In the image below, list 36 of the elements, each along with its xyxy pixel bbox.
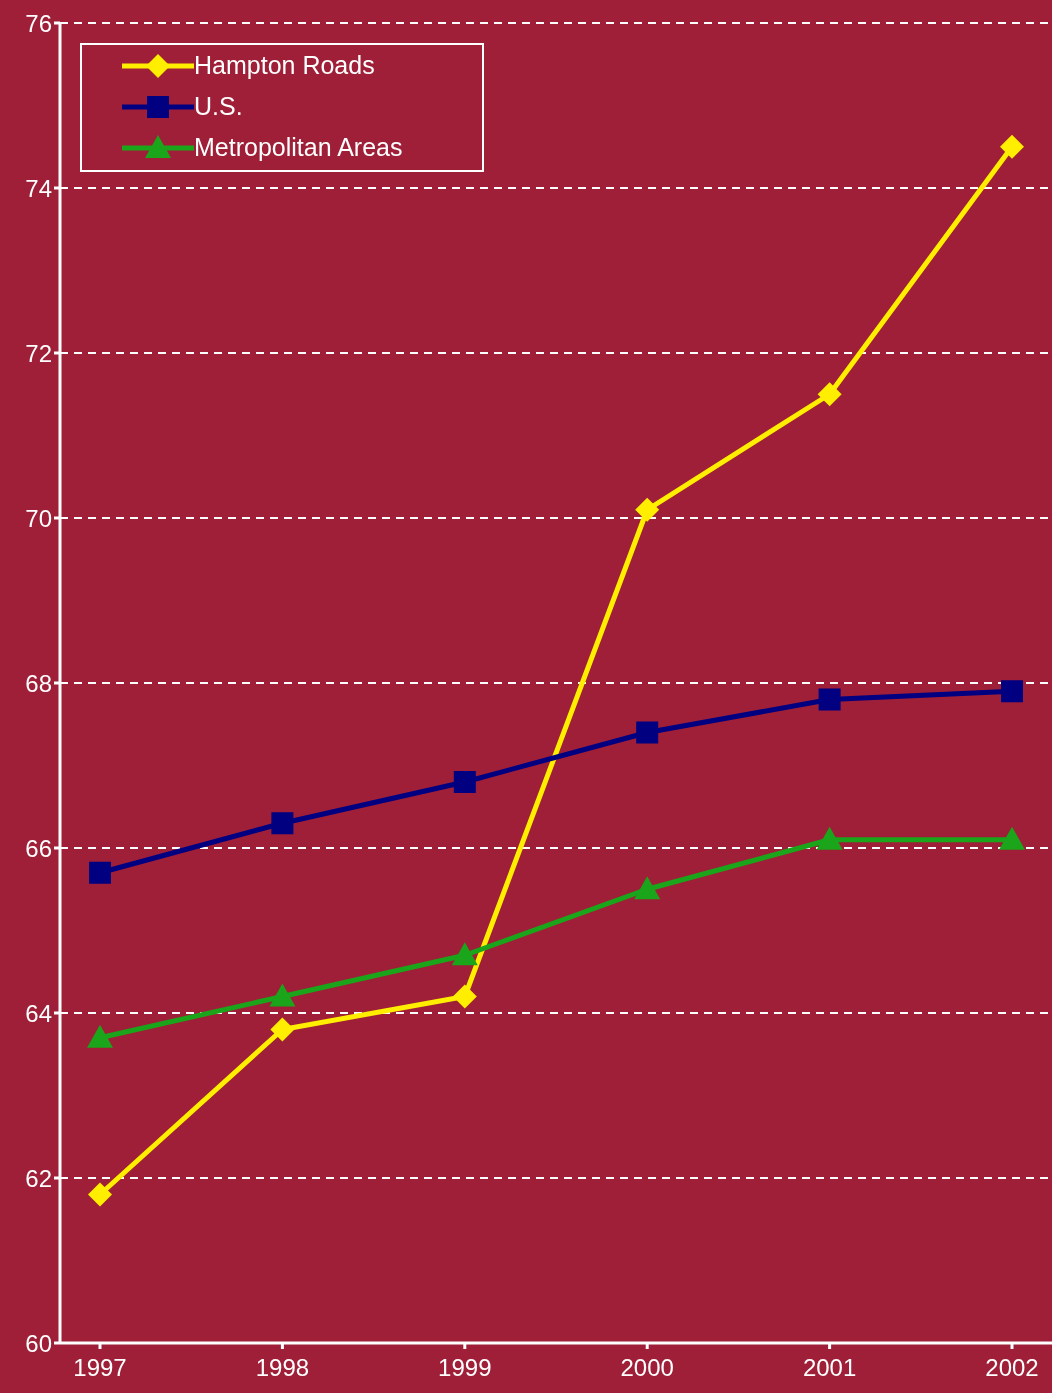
point: [88, 1182, 112, 1207]
point: [270, 1017, 295, 1042]
point: [818, 688, 841, 711]
y-tick-label: 76: [25, 9, 52, 37]
point: [451, 942, 478, 966]
point: [89, 861, 111, 884]
y-tick-label: 68: [25, 669, 52, 697]
point: [634, 876, 661, 900]
legend-label: Hampton Roads: [194, 51, 375, 80]
point: [1000, 134, 1024, 159]
x-tick-label: 2001: [802, 1354, 857, 1382]
y-tick-label: 70: [25, 504, 52, 532]
y-tick-label: 72: [25, 339, 52, 367]
y-tick-label: 74: [25, 174, 52, 202]
point: [635, 497, 660, 522]
point: [87, 1024, 113, 1048]
y-tick-label: 60: [25, 1329, 52, 1357]
legend-label: U.S.: [194, 92, 243, 121]
point: [1001, 680, 1023, 703]
point: [453, 771, 476, 793]
legend-label: Metropolitan Areas: [194, 133, 403, 162]
point: [271, 812, 294, 835]
point: [999, 826, 1025, 850]
x-tick-label: 2002: [985, 1354, 1039, 1382]
y-tick-label: 62: [25, 1164, 52, 1192]
point: [452, 984, 477, 1009]
x-tick-label: 1998: [255, 1354, 310, 1382]
point: [817, 382, 842, 407]
x-tick-label: 1999: [438, 1354, 492, 1382]
point: [636, 721, 659, 744]
x-tick-label: 2000: [620, 1354, 674, 1382]
point: [269, 983, 296, 1007]
y-tick-label: 66: [25, 834, 52, 862]
x-tick-label: 1997: [73, 1354, 127, 1382]
point: [816, 826, 843, 850]
y-tick-label: 64: [25, 999, 52, 1027]
